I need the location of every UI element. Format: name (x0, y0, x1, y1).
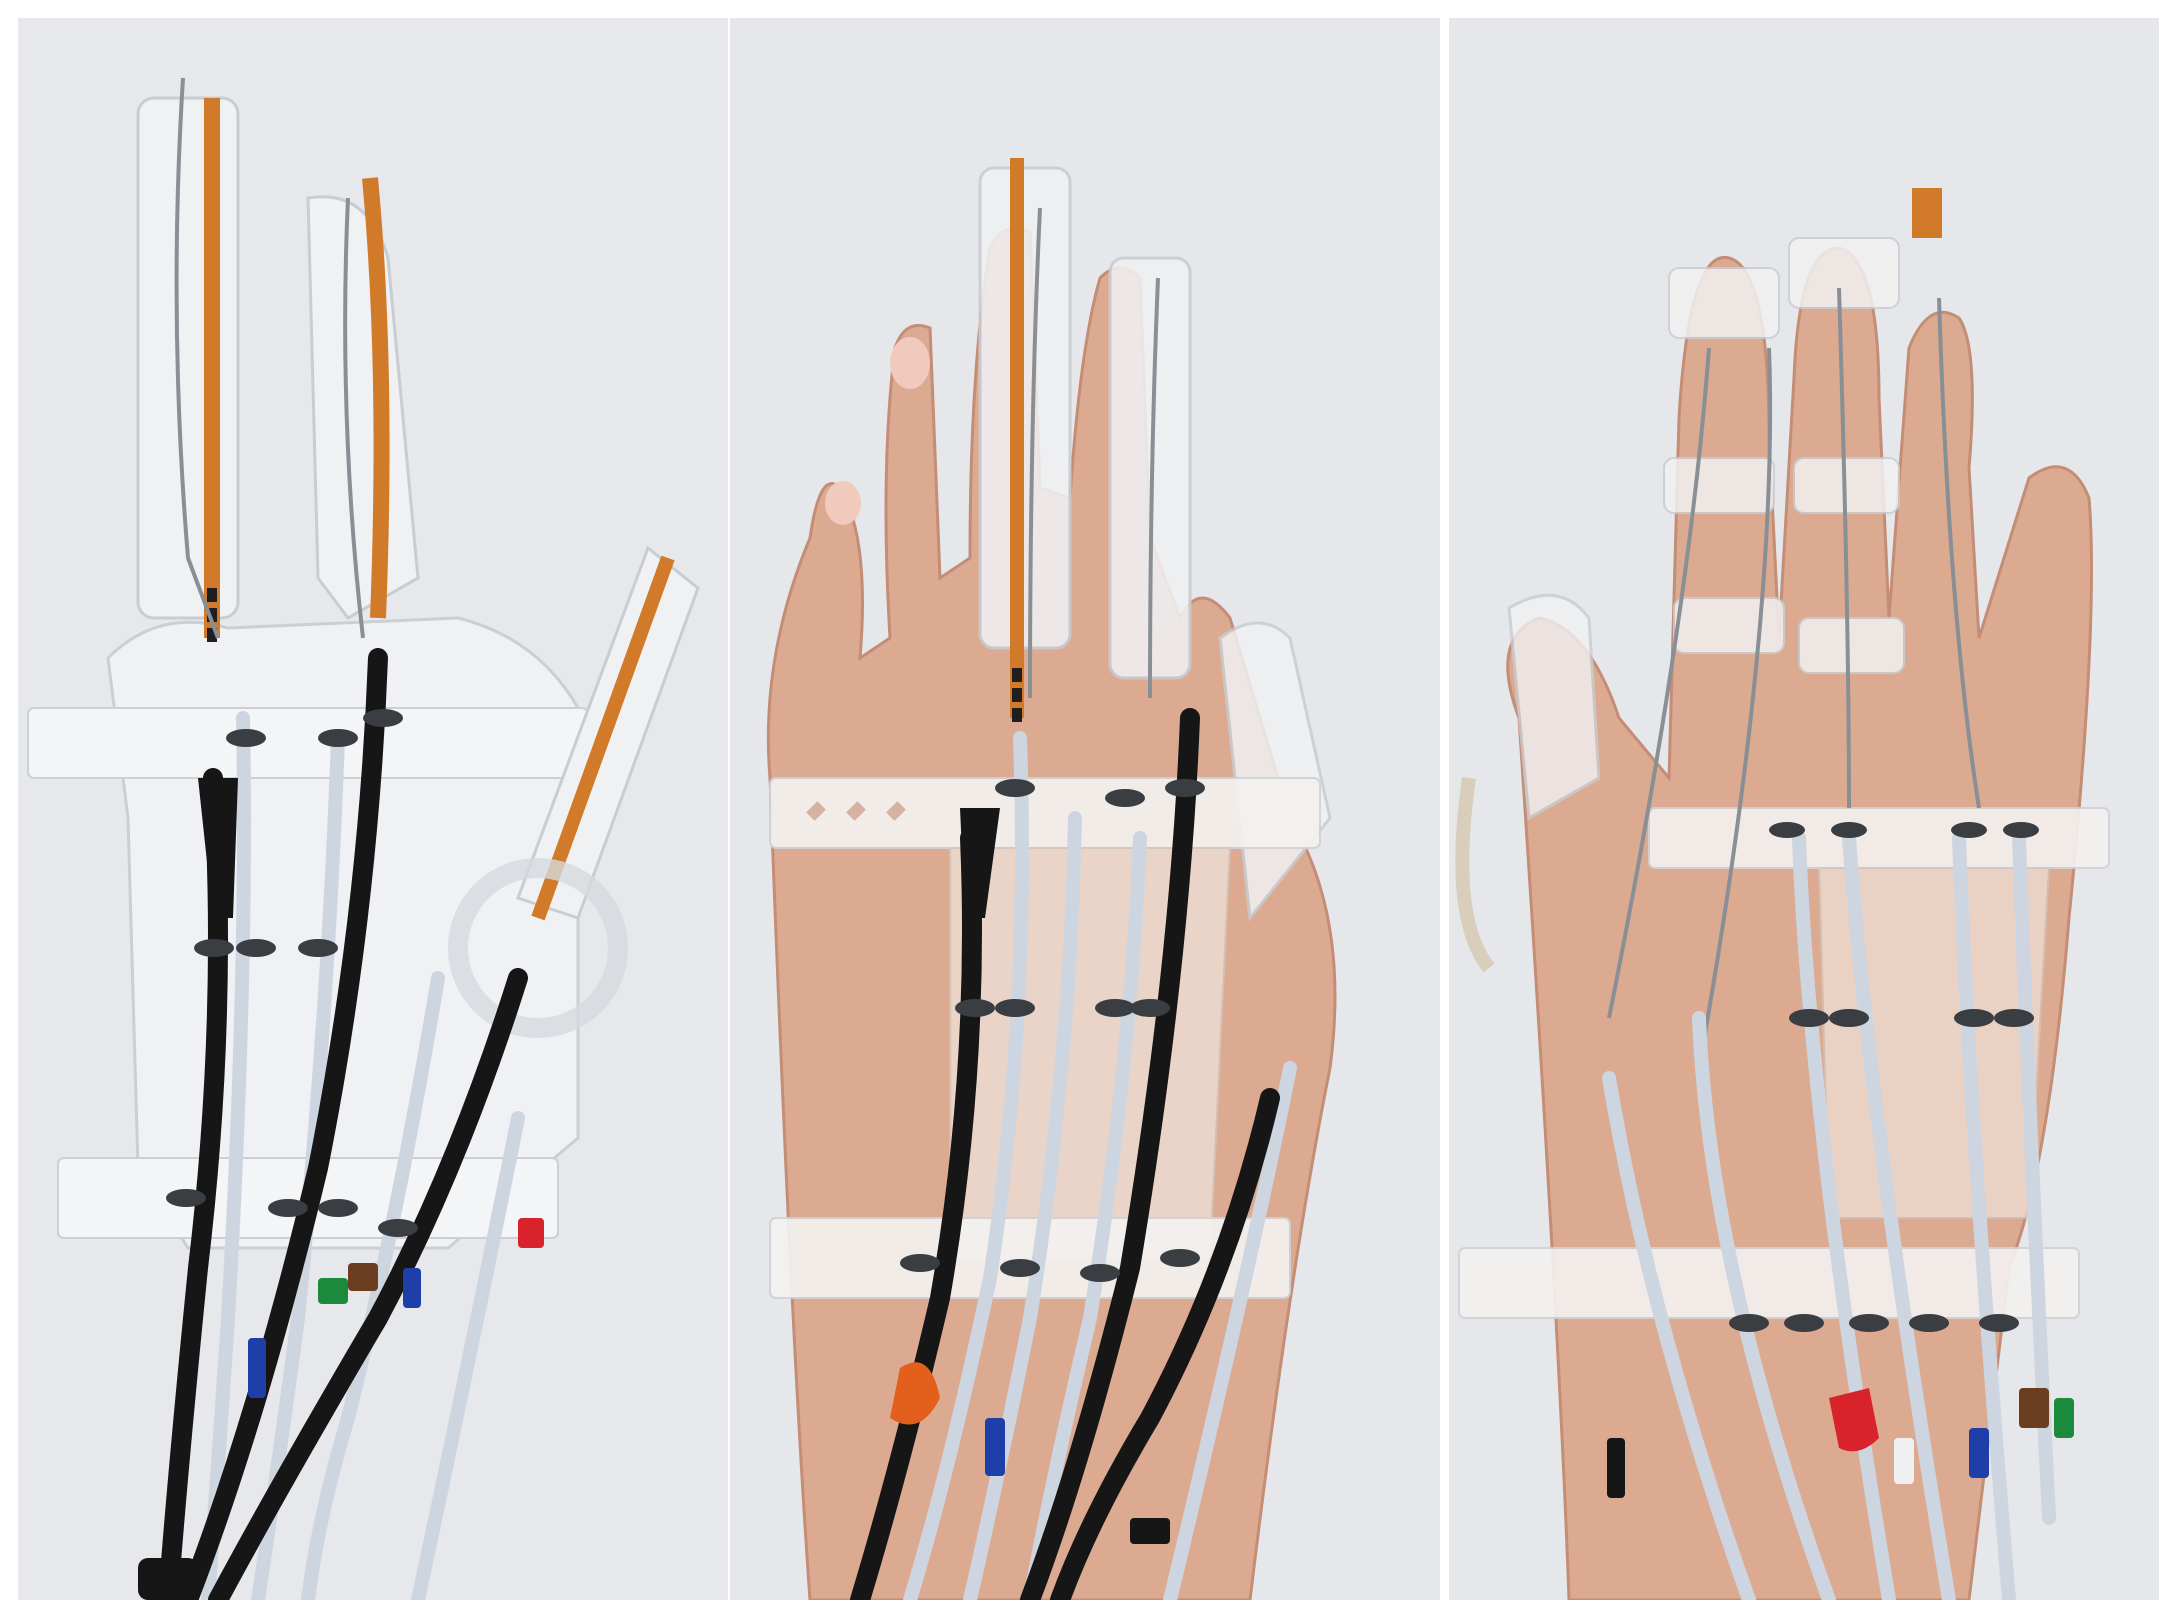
cable-index (174, 77, 220, 639)
green-connector (318, 1278, 348, 1304)
flex-sensor-tip (1912, 188, 1942, 238)
wrist-strap (1458, 1247, 2080, 1319)
steel-cables (1607, 287, 1981, 1069)
orange-connector (890, 1362, 940, 1425)
o-rings (166, 709, 418, 1237)
red-connector (518, 1218, 544, 1248)
panel-a-photo (18, 18, 728, 1600)
brown-connector (348, 1263, 378, 1291)
panel-b-photo (730, 18, 1440, 1600)
red-connector (1829, 1388, 1879, 1452)
black-tubes (850, 708, 1280, 1600)
o-rings (900, 779, 1205, 1282)
flex-sensor-middle (362, 177, 390, 619)
panel-c-photo (1449, 18, 2159, 1600)
green-connector (2054, 1398, 2074, 1438)
cable-middle (343, 197, 365, 639)
flex-sensor-thumb (531, 555, 675, 921)
panel-a-illustration (18, 18, 728, 1600)
blue-connector (1969, 1428, 1989, 1478)
panel-b-illustration (730, 18, 1440, 1600)
knuckle-strap (27, 707, 589, 779)
flex-sensor-index (1010, 158, 1024, 718)
panel-c-illustration (1449, 18, 2159, 1600)
o-rings (1729, 822, 2039, 1332)
brown-connector (2019, 1388, 2049, 1428)
finger-shell-index (978, 166, 1072, 650)
palm-strap (1648, 807, 2110, 869)
white-tubes (903, 731, 1297, 1600)
blue-connector-2 (403, 1268, 421, 1308)
blue-connector (248, 1338, 266, 1398)
blue-connector (985, 1418, 1005, 1476)
flex-sensor-index (204, 98, 220, 638)
finger-rings (1663, 237, 1905, 674)
dorsal-plate (949, 847, 1232, 1259)
